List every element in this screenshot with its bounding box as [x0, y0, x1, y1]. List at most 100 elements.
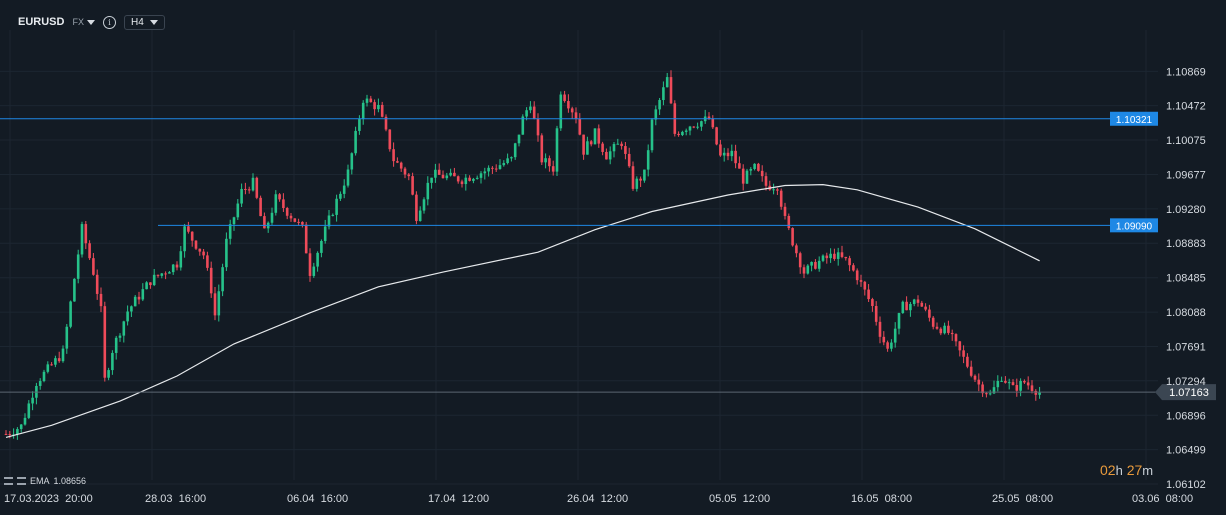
candle-body	[475, 177, 479, 179]
candle-body	[164, 273, 167, 275]
candle-body	[711, 118, 715, 128]
candle-body	[42, 371, 46, 382]
candle-body	[365, 98, 369, 103]
price-level-tag	[1110, 218, 1158, 233]
ema-label: EMA	[30, 476, 50, 486]
candle-body	[449, 172, 452, 176]
candle-body	[377, 104, 380, 110]
candle-body	[920, 302, 924, 307]
candle-body	[931, 317, 935, 327]
candle-body	[764, 176, 768, 186]
y-tick-label: 1.09280	[1166, 204, 1206, 216]
price-level-label: 1.09090	[1116, 221, 1153, 232]
candle-body	[836, 252, 840, 259]
candle-body	[620, 143, 623, 147]
candle-body	[198, 248, 202, 252]
candle-body	[225, 238, 228, 268]
candle-body	[57, 358, 61, 362]
candle-body	[1000, 380, 1003, 382]
market-selector[interactable]: FX	[72, 17, 95, 27]
candle-body	[111, 352, 114, 371]
candle-body	[278, 194, 281, 200]
candle-body	[441, 174, 445, 179]
candle-body	[605, 151, 608, 160]
candle-body	[1015, 385, 1019, 391]
candle-body	[981, 384, 984, 394]
candle-body	[285, 208, 289, 216]
candle-body	[791, 228, 794, 246]
candle-body	[574, 112, 578, 119]
candle-body	[909, 303, 912, 311]
y-tick-label: 1.06102	[1166, 479, 1206, 491]
candle-body	[99, 293, 103, 307]
y-tick-label: 1.08088	[1166, 307, 1206, 319]
x-tick-label: 16.05 08:00	[851, 493, 912, 505]
y-tick-label: 1.09677	[1166, 170, 1206, 182]
indicator-toggle-icon[interactable]	[17, 477, 26, 485]
candle-body	[996, 380, 1000, 388]
candle-body	[741, 168, 745, 184]
candle-body	[54, 358, 57, 365]
candle-body	[947, 325, 950, 333]
candle-body	[890, 342, 893, 349]
ema-value: 1.08656	[53, 476, 87, 486]
candle-body	[76, 254, 80, 279]
candle-body	[327, 215, 331, 227]
candle-body	[403, 168, 407, 175]
candle-body	[346, 169, 350, 186]
chart-toolbar: EURUSD FX i H4	[18, 12, 165, 32]
candle-body	[92, 258, 95, 275]
candle-body	[639, 178, 642, 181]
price-level-tag	[1110, 111, 1158, 126]
candle-body	[817, 260, 821, 269]
candle-body	[878, 321, 882, 337]
candle-body	[874, 306, 878, 322]
candle-body	[821, 255, 825, 261]
candle-body	[179, 251, 183, 268]
countdown-minutes-unit: m	[1142, 463, 1154, 478]
candle-body	[1023, 380, 1026, 383]
info-icon[interactable]: i	[102, 15, 116, 29]
candle-body	[635, 178, 639, 189]
candle-body	[422, 199, 426, 211]
candle-body	[973, 375, 977, 380]
candle-body	[540, 135, 544, 163]
indicator-settings-icon[interactable]	[4, 477, 13, 485]
candle-body	[251, 177, 255, 191]
candle-body	[662, 87, 665, 101]
symbol-label[interactable]: EURUSD	[18, 16, 65, 28]
candle-body	[992, 387, 996, 394]
candle-body	[38, 381, 42, 386]
candle-body	[206, 255, 209, 268]
candle-body	[415, 194, 418, 221]
candle-body	[753, 163, 756, 169]
candle-body	[681, 131, 684, 136]
candle-body	[646, 150, 650, 170]
candle-body	[213, 293, 217, 316]
candle-body	[517, 134, 521, 144]
candle-body	[532, 106, 536, 119]
candle-body	[776, 189, 779, 191]
candle-body	[171, 264, 175, 273]
candle-body	[787, 215, 791, 229]
candle-body	[608, 151, 612, 160]
candle-body	[8, 434, 12, 436]
candle-body	[65, 326, 69, 349]
candle-body	[536, 118, 540, 136]
candle-body	[563, 94, 566, 102]
candle-body	[263, 216, 266, 229]
chevron-down-icon	[86, 19, 95, 25]
candle-body	[521, 116, 525, 135]
candle-body	[643, 169, 646, 181]
timeframe-selector[interactable]: H4	[123, 14, 165, 30]
candle-body	[399, 162, 403, 169]
candle-body	[323, 226, 327, 241]
candle-body	[544, 158, 547, 163]
candle-body	[494, 168, 498, 170]
ema-line	[5, 183, 1040, 438]
candle-body	[988, 393, 992, 395]
candle-body	[871, 299, 874, 307]
candle-body	[240, 188, 243, 204]
